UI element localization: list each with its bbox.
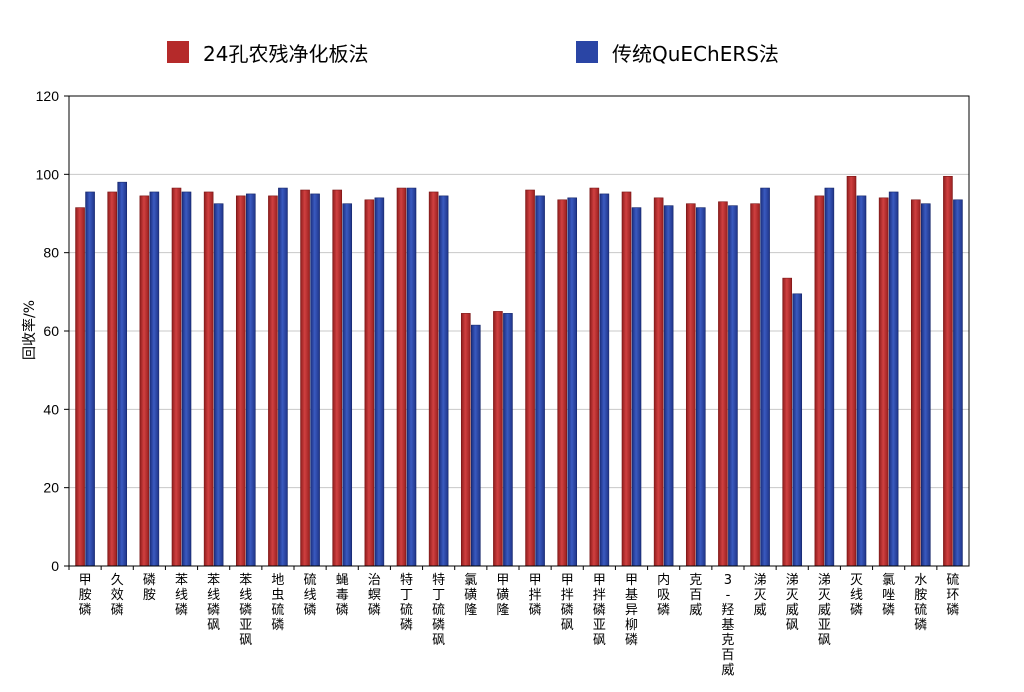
x-tick-label: 苯线磷砜 [207, 573, 220, 633]
x-tick-label: 甲基异柳磷 [625, 573, 638, 648]
bar-series-1-23 [782, 277, 793, 567]
x-tick-label: 硫环磷 [946, 573, 959, 618]
bar-series-1-11 [396, 187, 407, 567]
x-tick-label: 涕灭威 [754, 572, 767, 618]
bar-series-1-16 [557, 199, 568, 567]
x-tick-label: 克百威 [689, 573, 702, 618]
y-axis-label: 回收率/% [21, 300, 38, 360]
bar-series-2-24 [824, 187, 835, 567]
bar-series-2-5 [213, 203, 224, 567]
y-tick-label: 120 [36, 88, 60, 104]
x-tick-label: 氯唑磷 [882, 573, 895, 618]
bar-series-2-19 [663, 205, 674, 567]
x-tick-label: 氯磺隆 [464, 573, 477, 618]
bar-series-2-20 [695, 207, 706, 567]
bar-series-1-20 [685, 203, 696, 567]
x-tick-label: 涕灭威亚砜 [818, 572, 831, 648]
bar-series-2-28 [953, 199, 963, 567]
bar-series-2-15 [535, 195, 545, 567]
x-tick-label: 蝇毒磷 [336, 573, 349, 618]
bar-series-2-16 [567, 197, 578, 567]
bar-series-1-4 [171, 187, 182, 567]
bar-series-2-25 [856, 195, 867, 567]
y-tick-label: 100 [36, 166, 60, 182]
x-tick-label: 苯线磷 [175, 573, 188, 618]
bar-series-1-5 [203, 191, 214, 567]
bar-series-1-8 [300, 189, 310, 567]
y-tick-label: 40 [43, 401, 59, 417]
bar-series-2-11 [406, 187, 417, 567]
bar-series-1-28 [943, 175, 953, 567]
bar-series-2-18 [631, 207, 642, 567]
bar-series-1-10 [364, 199, 375, 567]
x-tick-label: 治螟磷 [368, 573, 381, 618]
bar-series-1-26 [878, 197, 889, 567]
x-tick-label: 地虫硫磷 [271, 573, 284, 633]
bar-series-2-9 [342, 203, 353, 567]
bar-series-1-19 [653, 197, 664, 567]
bar-series-1-2 [107, 191, 118, 567]
x-tick-label: 特丁硫磷砜 [432, 573, 445, 648]
bar-series-1-17 [589, 187, 600, 567]
y-tick-label: 0 [51, 558, 59, 574]
x-tick-label: 甲胺磷 [79, 573, 92, 618]
bar-series-2-1 [85, 191, 95, 567]
bar-series-1-6 [235, 195, 246, 567]
bar-series-2-13 [470, 324, 481, 567]
bar-series-1-12 [428, 191, 439, 567]
legend-swatch-series-1 [167, 41, 189, 63]
x-tick-label: 磷胺 [143, 573, 156, 603]
x-tick-label: 涕灭威砜 [786, 572, 799, 633]
bar-series-2-14 [503, 313, 513, 567]
bar-series-1-18 [621, 191, 632, 567]
bar-series-1-14 [493, 311, 503, 567]
x-tick-label: 内吸磷 [657, 572, 670, 618]
bar-series-1-3 [139, 195, 150, 567]
bar-series-2-10 [374, 197, 385, 567]
bar-series-1-22 [750, 203, 760, 567]
x-tick-label: 特丁硫磷 [400, 573, 413, 633]
x-tick-label: 久效磷 [111, 573, 124, 618]
bar-series-1-27 [910, 199, 921, 567]
bar-series-2-2 [117, 181, 128, 567]
bar-series-2-6 [245, 193, 256, 567]
legend-item-series-2: 传统QuEChERS法 [576, 38, 779, 66]
bar-series-2-23 [792, 293, 803, 567]
bar-series-1-7 [268, 195, 278, 567]
x-tick-label: 甲拌磷亚砜 [593, 573, 606, 648]
x-tick-label: 灭线磷 [850, 573, 863, 618]
bar-series-2-17 [599, 193, 610, 567]
bar-series-1-13 [460, 313, 471, 567]
x-tick-label: 甲拌磷砜 [561, 573, 574, 633]
legend-swatch-series-2 [576, 41, 598, 63]
x-tick-label: 甲拌磷 [529, 573, 542, 618]
bar-series-1-24 [814, 195, 825, 567]
bar-series-2-21 [728, 205, 738, 567]
bar-series-1-1 [75, 207, 85, 567]
x-tick-label: 3 -羟基克百威 [721, 573, 734, 678]
bar-series-2-27 [920, 203, 931, 567]
bar-series-2-26 [888, 191, 899, 567]
x-tick-label: 硫线磷 [304, 573, 317, 618]
bar-series-1-25 [846, 175, 857, 567]
bar-series-2-22 [760, 187, 770, 567]
legend-label-series-2: 传统QuEChERS法 [612, 41, 779, 66]
y-tick-label: 20 [43, 480, 59, 496]
legend-item-series-1: 24孔农残净化板法 [167, 38, 368, 66]
y-tick-label: 80 [43, 245, 59, 261]
bar-series-2-12 [438, 195, 449, 567]
bar-series-2-3 [149, 191, 160, 567]
y-tick-label: 60 [43, 323, 59, 339]
bar-series-1-15 [525, 189, 535, 567]
bar-series-2-8 [310, 193, 320, 567]
bar-series-2-4 [181, 191, 192, 567]
bar-series-1-9 [332, 189, 343, 567]
x-tick-label: 苯线磷亚砜 [239, 573, 252, 648]
x-tick-label: 水胺硫磷 [914, 573, 927, 633]
x-tick-label: 甲磺隆 [496, 573, 509, 618]
bar-series-2-7 [278, 187, 288, 567]
bar-series-1-21 [718, 201, 728, 567]
legend-label-series-1: 24孔农残净化板法 [203, 41, 369, 66]
